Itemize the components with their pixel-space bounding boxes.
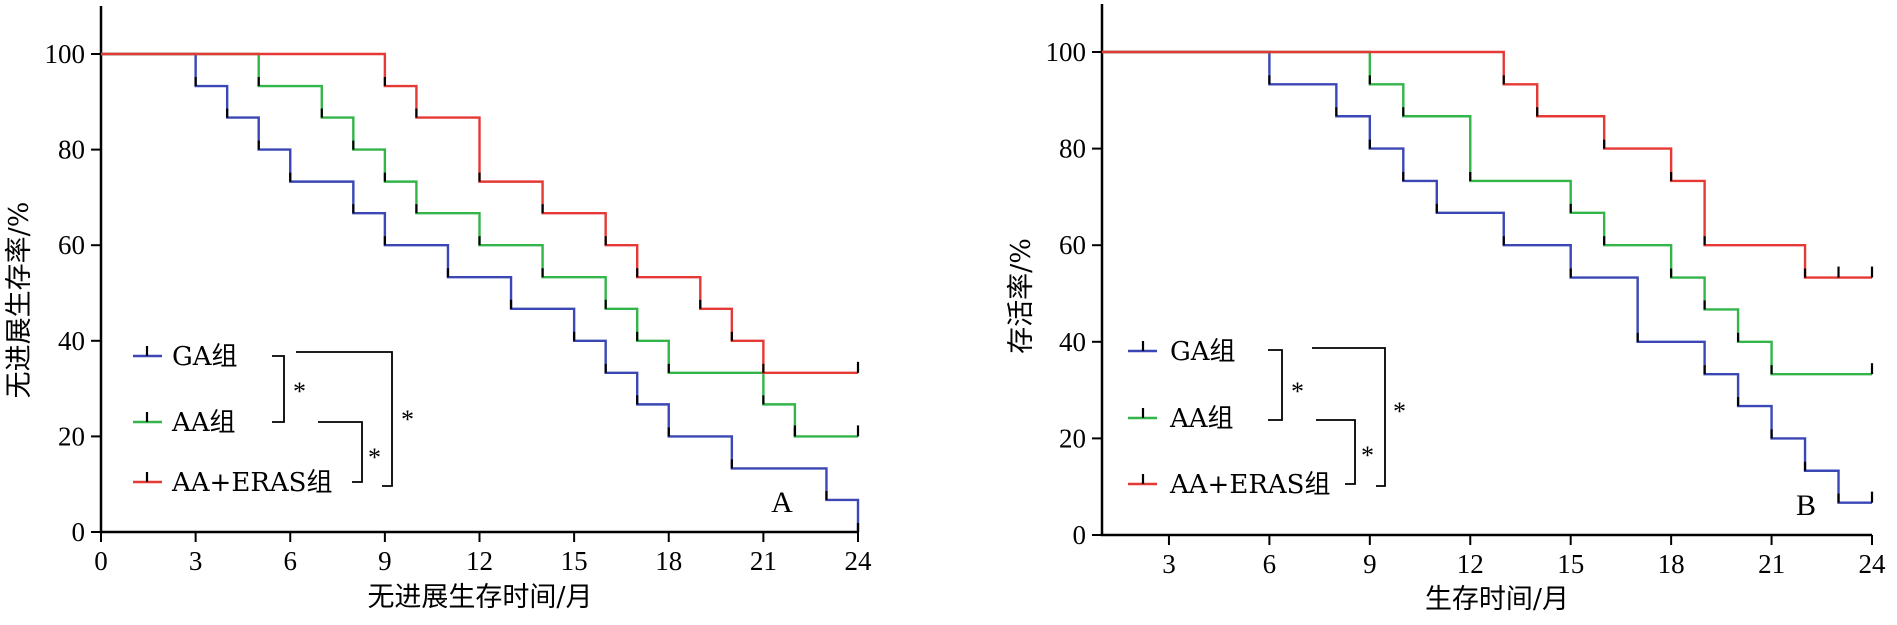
legend-entry: AA+ERAS组 xyxy=(1128,470,1330,500)
chart-b-y-tick-label: 100 xyxy=(1046,37,1087,67)
chart-b-series-line xyxy=(1102,50,1872,504)
chart-b-x-tick-label: 18 xyxy=(1658,549,1685,579)
significance-star: * xyxy=(368,443,381,472)
chart-b-panel-label: B xyxy=(1796,489,1816,522)
significance-bracket-aa-eras xyxy=(1316,419,1356,485)
chart-b-series-line xyxy=(1102,50,1872,279)
legend-label-aa: AA组 xyxy=(171,408,236,438)
chart-b-x-tick-label: 9 xyxy=(1363,549,1377,579)
chart-a-y-tick-label: 40 xyxy=(58,326,85,356)
chart-a-x-tick-label: 12 xyxy=(466,546,493,576)
chart-a-series-line xyxy=(101,52,860,532)
chart-a-x-tick-label: 24 xyxy=(845,546,873,576)
significance-bracket-ga-aa xyxy=(1268,349,1283,421)
significance-bracket-ga-eras xyxy=(1312,347,1386,487)
significance-star: * xyxy=(1291,377,1304,406)
chart-b-axes xyxy=(1100,4,1872,537)
legend-entry: GA组 xyxy=(1128,337,1236,367)
chart-a-x-tick-label: 18 xyxy=(655,546,682,576)
significance-star: * xyxy=(293,377,306,406)
chart-b-x-tick-label: 12 xyxy=(1457,549,1484,579)
significance-bracket-ga-aa xyxy=(272,355,285,423)
chart-a: 0 3 6 9 12 15 18 21 24 0 20 40 60 80 100 无进展生存时间/月 无进展… xyxy=(4,6,872,613)
chart-a-y-axis-label: 无进展生存率/% xyxy=(4,202,35,399)
legend-label-aa: AA组 xyxy=(1169,404,1234,434)
chart-a-x-tick-label: 3 xyxy=(189,546,203,576)
legend-entry: AA组 xyxy=(1128,404,1234,434)
chart-a-panel-label: A xyxy=(771,486,793,519)
significance-star: * xyxy=(1361,441,1374,470)
chart-b-x-tick-label: 24 xyxy=(1859,549,1887,579)
chart-b-y-tick-label: 40 xyxy=(1059,327,1086,357)
legend-entry: AA组 xyxy=(133,408,236,438)
chart-a-x-tick-label: 15 xyxy=(561,546,588,576)
chart-a-x-axis-label: 无进展生存时间/月 xyxy=(367,582,592,613)
chart-b-x-axis-label: 生存时间/月 xyxy=(1425,584,1569,615)
chart-a-y-tick-label: 80 xyxy=(58,135,85,165)
chart-b-y-tick-label: 20 xyxy=(1059,423,1086,453)
chart-b-x-tick-label: 21 xyxy=(1758,549,1785,579)
chart-b-y-axis-label: 存活率/% xyxy=(1006,238,1037,354)
legend-entry: AA+ERAS组 xyxy=(133,468,332,498)
significance-star: * xyxy=(401,405,414,434)
chart-a-x-tick-label: 21 xyxy=(750,546,777,576)
significance-bracket-ga-eras xyxy=(296,351,393,487)
chart-a-x-tick-label: 9 xyxy=(378,546,392,576)
chart-b-x-tick-label: 15 xyxy=(1557,549,1584,579)
legend-label-aa-eras: AA+ERAS组 xyxy=(1169,470,1330,500)
chart-a-x-tick-label: 0 xyxy=(94,546,108,576)
significance-bracket-aa-eras xyxy=(318,421,363,483)
chart-a-series-line xyxy=(101,52,858,438)
legend-label-ga: GA组 xyxy=(172,342,238,372)
legend-label-ga: GA组 xyxy=(1170,337,1236,367)
chart-b-x-tick-label: 3 xyxy=(1162,549,1176,579)
legend-label-aa-eras: AA+ERAS组 xyxy=(171,468,332,498)
chart-a-legend: GA组 AA组 AA+ERAS组 * * * xyxy=(133,342,414,498)
significance-star: * xyxy=(1393,397,1406,426)
chart-a-y-tick-label: 0 xyxy=(72,517,86,547)
chart-b-legend: GA组 AA组 AA+ERAS组 * * * xyxy=(1128,337,1406,500)
chart-b-y-tick-label: 80 xyxy=(1059,134,1086,164)
chart-b-y-tick-label: 60 xyxy=(1059,230,1086,260)
chart-a-y-tick-label: 60 xyxy=(58,230,85,260)
chart-a-y-tick-label: 100 xyxy=(45,39,86,69)
chart-b-y-tick-label: 0 xyxy=(1073,520,1087,550)
chart-a-y-tick-label: 20 xyxy=(58,421,85,451)
chart-a-x-tick-label: 6 xyxy=(284,546,298,576)
legend-entry: GA组 xyxy=(133,342,238,372)
chart-b-x-tick-label: 6 xyxy=(1263,549,1277,579)
chart-b: 3 6 9 12 15 18 21 24 0 20 40 60 80 100 生存时间/月 存活率/% B… xyxy=(1006,4,1886,615)
